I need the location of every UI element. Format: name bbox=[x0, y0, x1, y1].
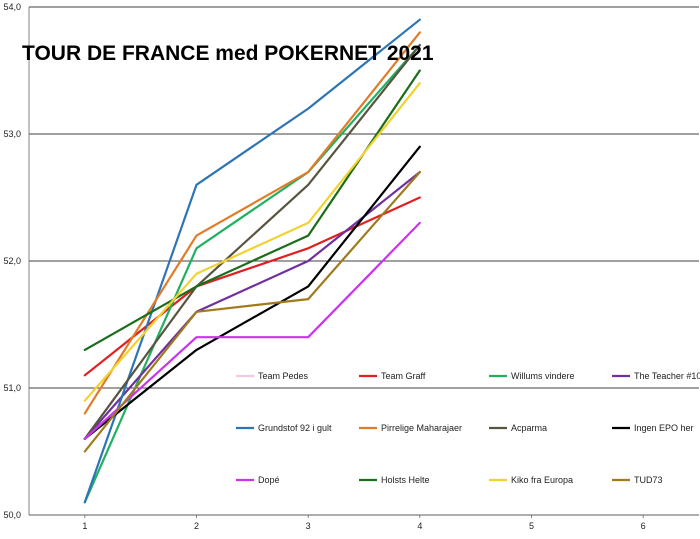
x-tick-label: 5 bbox=[529, 521, 534, 531]
legend: Team Pedes Team Graff Willums vindere The T… bbox=[236, 371, 700, 485]
legend-label: Kiko fra Europa bbox=[511, 475, 573, 485]
series-line bbox=[83, 171, 421, 453]
series-line bbox=[83, 18, 421, 504]
legend-label: Acparma bbox=[511, 423, 547, 433]
legend-label: Pirrelige Maharajaer bbox=[381, 423, 462, 433]
y-tick-label: 51,0 bbox=[3, 383, 21, 393]
x-tick-label: 6 bbox=[641, 521, 646, 531]
x-tick-labels: 1 2 3 4 5 6 bbox=[82, 521, 645, 531]
legend-label: Team Pedes bbox=[258, 371, 309, 381]
series-lines bbox=[83, 18, 421, 504]
y-tick-label: 50,0 bbox=[3, 510, 21, 520]
legend-label: Willums vindere bbox=[511, 371, 575, 381]
y-tick-label: 54,0 bbox=[3, 2, 21, 12]
series-line bbox=[83, 145, 421, 440]
series-line bbox=[83, 221, 421, 440]
legend-label: Dopé bbox=[258, 475, 280, 485]
chart-title: TOUR DE FRANCE med POKERNET 2021 bbox=[22, 42, 434, 65]
grid-lines bbox=[29, 6, 699, 516]
legend-label: Grundstof 92 i gult bbox=[258, 423, 332, 433]
legend-label: The Teacher #10 bbox=[634, 371, 700, 381]
legend-label: TUD73 bbox=[634, 475, 663, 485]
axes bbox=[28, 7, 699, 518]
legend-label: Holsts Helte bbox=[381, 475, 430, 485]
series-line bbox=[83, 196, 421, 377]
legend-label: Team Graff bbox=[381, 371, 426, 381]
x-tick-label: 1 bbox=[82, 521, 87, 531]
x-tick-label: 4 bbox=[417, 521, 422, 531]
y-tick-label: 53,0 bbox=[3, 129, 21, 139]
series-line bbox=[83, 31, 421, 415]
x-tick-label: 2 bbox=[194, 521, 199, 531]
x-tick-label: 3 bbox=[306, 521, 311, 531]
y-tick-labels: 50,0 51,0 52,0 53,0 54,0 bbox=[3, 2, 21, 520]
series-line bbox=[83, 82, 421, 402]
legend-label: Ingen EPO her bbox=[634, 423, 694, 433]
y-tick-label: 52,0 bbox=[3, 256, 21, 266]
series-line bbox=[83, 43, 421, 440]
